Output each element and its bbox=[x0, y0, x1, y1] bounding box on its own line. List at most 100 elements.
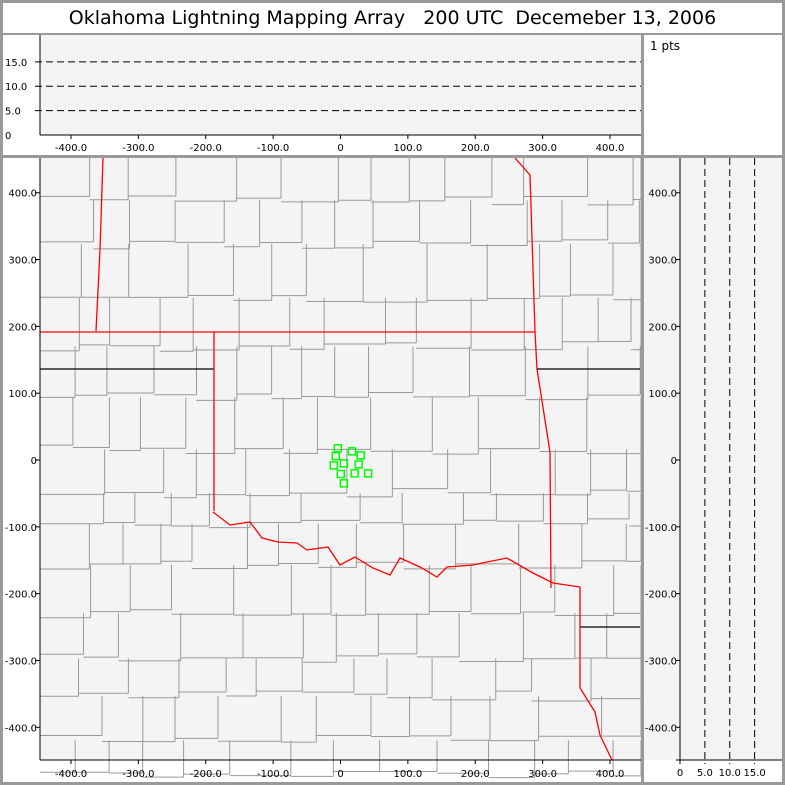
y-tick-label: 300.0 bbox=[648, 256, 677, 267]
county-line bbox=[283, 397, 318, 454]
county-line bbox=[183, 740, 231, 775]
county-line bbox=[561, 200, 609, 241]
county-line bbox=[450, 696, 491, 741]
county-line bbox=[109, 297, 161, 347]
county-line bbox=[250, 493, 302, 524]
county-line bbox=[134, 493, 172, 526]
state-border bbox=[212, 511, 613, 761]
y-tick-label: -100.0 bbox=[645, 523, 677, 534]
county-line bbox=[489, 696, 540, 742]
x-tick-label: -300.0 bbox=[122, 769, 154, 780]
county-line bbox=[490, 449, 556, 496]
county-line bbox=[607, 200, 640, 244]
county-line bbox=[302, 658, 355, 693]
county-line bbox=[40, 158, 91, 197]
county-line bbox=[539, 397, 588, 452]
x-tick-label: 15.0 bbox=[744, 768, 766, 779]
x-tick-label: 0 bbox=[337, 143, 343, 154]
county-line bbox=[226, 658, 257, 697]
x-tick-label: 100.0 bbox=[394, 769, 423, 780]
county-line bbox=[271, 244, 307, 297]
county-line bbox=[236, 346, 273, 395]
county-line bbox=[601, 696, 641, 737]
county-line bbox=[495, 658, 533, 692]
county-line bbox=[598, 297, 632, 343]
county-line bbox=[524, 297, 563, 351]
county-line bbox=[455, 523, 520, 565]
county-line bbox=[324, 297, 386, 345]
county-line bbox=[142, 740, 185, 778]
county-line bbox=[487, 244, 541, 299]
lightning-source-point bbox=[336, 469, 346, 479]
lightning-source-point bbox=[363, 469, 373, 478]
state-boundaries bbox=[40, 158, 640, 761]
x-tick-label: 400.0 bbox=[596, 143, 625, 154]
county-line bbox=[520, 565, 556, 613]
county-line bbox=[236, 158, 282, 199]
county-line bbox=[606, 613, 641, 659]
county-line bbox=[527, 200, 563, 242]
county-line bbox=[140, 397, 187, 449]
x-tick-label: 10.0 bbox=[719, 768, 741, 779]
altitude-vs-y-panel[interactable]: -400.0 -300.0 -200.0 -100.0 0 100.0 200.0 300.0… bbox=[644, 158, 782, 782]
county-boundaries bbox=[40, 158, 641, 779]
county-line bbox=[612, 244, 641, 301]
county-line bbox=[83, 613, 119, 658]
county-line bbox=[175, 200, 225, 243]
county-line bbox=[160, 297, 194, 352]
county-line bbox=[106, 346, 155, 394]
county-line bbox=[281, 696, 317, 743]
county-line bbox=[75, 346, 108, 396]
county-line bbox=[470, 200, 528, 247]
county-line bbox=[338, 158, 372, 201]
altitude-vs-x-panel[interactable]: 0 5.0 10.0 15.0 -400.0 -300.0 -200.0 -100.0 0 100… bbox=[3, 35, 641, 155]
county-line bbox=[278, 523, 319, 564]
county-line bbox=[334, 346, 369, 398]
y-tick-label: -400.0 bbox=[645, 723, 677, 734]
county-line bbox=[590, 449, 628, 491]
lightning-source-point bbox=[356, 451, 365, 460]
county-line bbox=[531, 658, 592, 702]
county-line bbox=[640, 346, 641, 394]
county-line bbox=[496, 493, 544, 522]
county-line bbox=[317, 397, 372, 450]
county-line bbox=[587, 158, 634, 206]
x-tick-label: 0 bbox=[677, 768, 683, 779]
county-line bbox=[371, 158, 410, 203]
y-tick-label: 0 bbox=[671, 456, 677, 467]
x-tick-label: -100.0 bbox=[257, 769, 289, 780]
county-line bbox=[436, 740, 490, 774]
county-line bbox=[89, 158, 129, 201]
y-tick-label: 0 bbox=[31, 456, 37, 467]
county-line bbox=[392, 449, 449, 490]
lightning-source-point bbox=[350, 469, 359, 478]
county-line bbox=[188, 244, 234, 297]
county-line bbox=[271, 346, 303, 400]
county-line bbox=[379, 740, 438, 772]
county-line bbox=[370, 696, 411, 738]
county-line bbox=[409, 696, 452, 737]
county-line bbox=[40, 523, 90, 570]
county-line bbox=[196, 346, 238, 401]
county-line bbox=[633, 158, 641, 200]
x-tick-label: -200.0 bbox=[190, 143, 222, 154]
county-line bbox=[402, 493, 464, 525]
state-border bbox=[514, 158, 552, 589]
county-line bbox=[40, 740, 76, 773]
x-tick-label: 300.0 bbox=[528, 143, 557, 154]
lightning-source-point bbox=[354, 460, 363, 469]
y-tick-label: 15.0 bbox=[5, 58, 27, 69]
x-tick-label: 5.0 bbox=[697, 768, 713, 779]
x-tick-label: 0 bbox=[337, 769, 343, 780]
county-line bbox=[229, 740, 292, 777]
plot-title: Oklahoma Lightning Mapping Array 200 UTC… bbox=[3, 3, 782, 33]
county-line bbox=[217, 696, 282, 742]
y-tick-label: -300.0 bbox=[645, 656, 677, 667]
y-tick-label: -100.0 bbox=[5, 523, 37, 534]
county-line bbox=[562, 297, 599, 343]
plan-view-map-panel[interactable]: -400.0 -300.0 -200.0 -100.0 0 100.0 200.0 300.0… bbox=[3, 158, 641, 782]
county-line bbox=[243, 613, 304, 659]
county-line bbox=[334, 200, 374, 249]
county-line bbox=[180, 613, 244, 659]
county-line bbox=[191, 523, 248, 570]
